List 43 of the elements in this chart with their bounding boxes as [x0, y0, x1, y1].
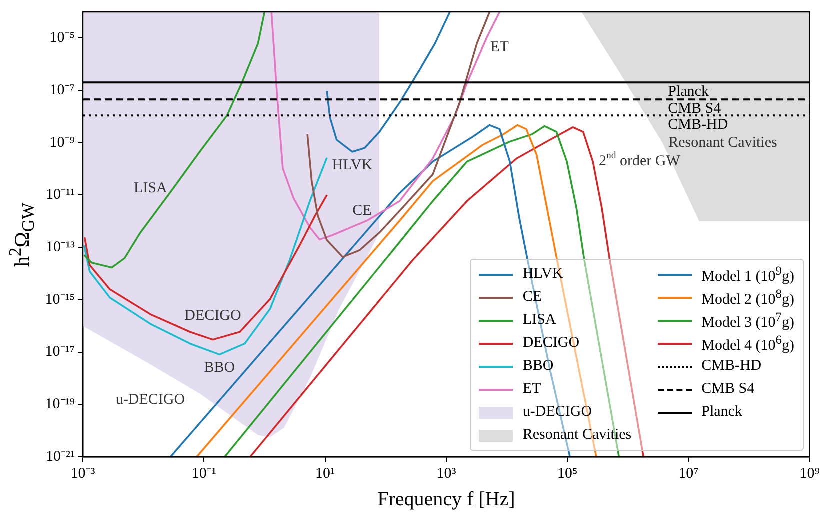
legend-label: LISA — [522, 312, 556, 329]
legend-label: Model 1 (10$^{9}$g) — [702, 264, 795, 286]
legend-label: HLVK — [522, 266, 564, 283]
legend-label: BBO — [522, 358, 554, 375]
annotation: Resonant Cavities — [668, 134, 778, 151]
legend-label: u-DECIGO — [522, 404, 592, 421]
annotation: u-DECIGO — [116, 392, 186, 408]
legend-label: DECIGO — [522, 335, 580, 352]
text: Planck — [702, 404, 742, 420]
legend-label: Model 2 (10$^{8}$g) — [702, 286, 795, 308]
y-tick-label: 10⁻¹¹ — [46, 187, 75, 204]
annotation: BBO — [204, 360, 236, 376]
x-axis-title: Frequency f [Hz] — [378, 488, 516, 510]
y-tick-label: 10⁻⁹ — [50, 134, 75, 151]
y-tick-label: 10⁻⁷ — [50, 82, 75, 98]
ref-line-label: Planck — [668, 84, 710, 100]
y-tick-label: 10⁻¹³ — [46, 240, 76, 256]
y-tick-label: 10⁻¹⁷ — [45, 344, 75, 360]
annotation: HLVK — [332, 157, 373, 174]
y-tick-label: 10⁻²¹ — [46, 448, 75, 465]
y-tick-label: 10⁻¹⁵ — [45, 292, 75, 308]
legend-label: Model 4 (10$^{6}$g) — [702, 332, 795, 354]
annotation: LISA — [134, 180, 168, 196]
x-tick-label: 10⁻¹ — [192, 466, 216, 482]
ref-line-label: CMB S4 — [668, 101, 722, 118]
legend-label: ET — [522, 381, 542, 398]
annotation: DECIGO — [184, 308, 242, 324]
x-tick-label: 10³ — [436, 466, 457, 482]
legend-label: Resonant Cavities — [522, 427, 632, 444]
text: CMB-HD — [702, 358, 762, 374]
text: CMB S4 — [702, 381, 755, 397]
x-tick-label: 10⁻³ — [70, 466, 96, 482]
legend-label: CE — [522, 289, 542, 306]
x-tick-label: 10⁹ — [800, 466, 820, 482]
x-tick-label: 10⁷ — [678, 466, 699, 482]
ref-line-label: CMB-HD — [668, 117, 728, 134]
x-tick-label: 10⁵ — [557, 466, 578, 482]
x-tick-label: 10¹ — [316, 466, 336, 482]
legend-label: Model 3 (10$^{7}$g) — [702, 310, 795, 332]
annotation: ET — [490, 39, 509, 56]
annotation: CE — [352, 202, 372, 219]
y-tick-label: 10⁻⁵ — [50, 30, 75, 46]
y-tick-label: 10⁻¹⁹ — [45, 396, 75, 413]
